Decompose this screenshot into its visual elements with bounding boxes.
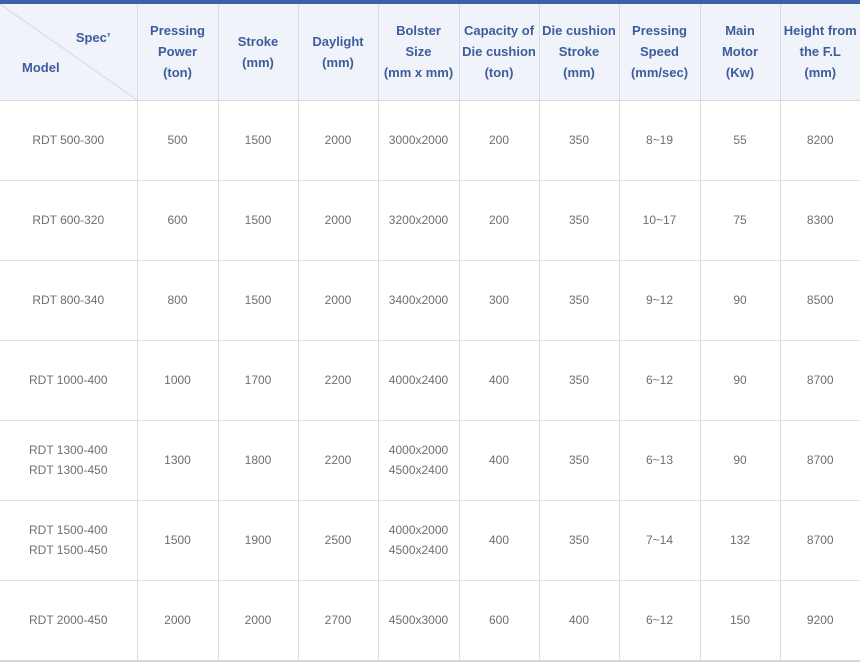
cell-main-motor: 75 [699, 180, 780, 261]
cell-bolster-size: 4000x2000 4500x2400 [377, 500, 459, 581]
table-header: Spec’ Model Pressing Power (ton) Stroke … [0, 4, 860, 101]
cell-model: RDT 1500-400 RDT 1500-450 [0, 500, 137, 581]
cell-stroke: 1900 [217, 500, 298, 581]
cell-height-from-fl: 8700 [779, 340, 860, 421]
cell-pressing-speed: 10~17 [618, 180, 700, 261]
cell-bolster-size: 3000x2000 [377, 100, 459, 181]
cell-daylight: 2200 [297, 340, 378, 421]
cell-pressing-power: 1000 [136, 340, 218, 421]
cell-pressing-power: 800 [136, 260, 218, 341]
cell-height-from-fl: 9200 [779, 580, 860, 660]
spec-table: Spec’ Model Pressing Power (ton) Stroke … [0, 4, 860, 660]
cell-model: RDT 1300-400 RDT 1300-450 [0, 420, 137, 501]
column-header-die-cushion-capacity: Capacity of Die cushion (ton) [458, 4, 539, 101]
cell-pressing-speed: 6~12 [618, 340, 700, 421]
cell-daylight: 2700 [297, 580, 378, 660]
cell-main-motor: 55 [699, 100, 780, 181]
cell-die-cushion-stroke: 350 [538, 340, 619, 421]
cell-die-cushion-stroke: 350 [538, 180, 619, 261]
cell-bolster-size: 4000x2000 4500x2400 [377, 420, 459, 501]
cell-height-from-fl: 8500 [779, 260, 860, 341]
cell-stroke: 1800 [217, 420, 298, 501]
column-header-height-from-fl: Height from the F.L (mm) [779, 4, 860, 101]
cell-model: RDT 600-320 [0, 180, 137, 261]
cell-daylight: 2200 [297, 420, 378, 501]
cell-main-motor: 90 [699, 420, 780, 501]
cell-die-cushion-stroke: 350 [538, 260, 619, 341]
column-header-stroke: Stroke (mm) [217, 4, 298, 101]
cell-main-motor: 150 [699, 580, 780, 660]
column-header-pressing-power: Pressing Power (ton) [136, 4, 218, 101]
cell-pressing-power: 1300 [136, 420, 218, 501]
cell-daylight: 2500 [297, 500, 378, 581]
cell-stroke: 1700 [217, 340, 298, 421]
cell-pressing-power: 2000 [136, 580, 218, 660]
column-header-bolster-size: Bolster Size (mm x mm) [377, 4, 459, 101]
cell-pressing-power: 1500 [136, 500, 218, 581]
cell-stroke: 1500 [217, 260, 298, 341]
cell-die-cushion-capacity: 200 [458, 180, 539, 261]
cell-die-cushion-capacity: 200 [458, 100, 539, 181]
corner-header-cell: Spec’ Model [0, 4, 137, 101]
cell-bolster-size: 3400x2000 [377, 260, 459, 341]
table-row: RDT 500-300 500 1500 2000 3000x2000 200 … [0, 100, 860, 181]
table-row: RDT 2000-450 2000 2000 2700 4500x3000 60… [0, 580, 860, 660]
cell-daylight: 2000 [297, 260, 378, 341]
cell-bolster-size: 4500x3000 [377, 580, 459, 660]
cell-stroke: 2000 [217, 580, 298, 660]
corner-spec-label: Spec’ [75, 30, 111, 45]
cell-height-from-fl: 8200 [779, 100, 860, 181]
cell-stroke: 1500 [217, 180, 298, 261]
column-header-daylight: Daylight (mm) [297, 4, 378, 101]
cell-die-cushion-stroke: 350 [538, 500, 619, 581]
cell-die-cushion-stroke: 400 [538, 580, 619, 660]
table-row: RDT 600-320 600 1500 2000 3200x2000 200 … [0, 180, 860, 261]
cell-model: RDT 500-300 [0, 100, 137, 181]
cell-daylight: 2000 [297, 100, 378, 181]
cell-pressing-speed: 6~13 [618, 420, 700, 501]
cell-pressing-speed: 7~14 [618, 500, 700, 581]
diagonal-divider-line [0, 4, 137, 100]
cell-main-motor: 90 [699, 340, 780, 421]
cell-height-from-fl: 8300 [779, 180, 860, 261]
cell-pressing-speed: 6~12 [618, 580, 700, 660]
corner-model-label: Model [22, 59, 60, 75]
cell-die-cushion-stroke: 350 [538, 420, 619, 501]
cell-pressing-speed: 9~12 [618, 260, 700, 341]
table-row: RDT 1500-400 RDT 1500-450 1500 1900 2500… [0, 500, 860, 581]
cell-height-from-fl: 8700 [779, 420, 860, 501]
cell-bolster-size: 3200x2000 [377, 180, 459, 261]
cell-die-cushion-capacity: 400 [458, 420, 539, 501]
cell-model: RDT 1000-400 [0, 340, 137, 421]
column-header-main-motor: Main Motor (Kw) [699, 4, 780, 101]
cell-die-cushion-capacity: 400 [458, 500, 539, 581]
cell-pressing-power: 500 [136, 100, 218, 181]
cell-height-from-fl: 8700 [779, 500, 860, 581]
cell-die-cushion-capacity: 600 [458, 580, 539, 660]
table-row: RDT 1300-400 RDT 1300-450 1300 1800 2200… [0, 420, 860, 501]
table-body: RDT 500-300 500 1500 2000 3000x2000 200 … [0, 100, 860, 660]
table-row: RDT 800-340 800 1500 2000 3400x2000 300 … [0, 260, 860, 341]
column-header-die-cushion-stroke: Die cushion Stroke (mm) [538, 4, 619, 101]
cell-main-motor: 90 [699, 260, 780, 341]
cell-bolster-size: 4000x2400 [377, 340, 459, 421]
cell-die-cushion-capacity: 300 [458, 260, 539, 341]
column-header-pressing-speed: Pressing Speed (mm/sec) [618, 4, 700, 101]
cell-die-cushion-stroke: 350 [538, 100, 619, 181]
cell-pressing-speed: 8~19 [618, 100, 700, 181]
cell-model: RDT 800-340 [0, 260, 137, 341]
cell-daylight: 2000 [297, 180, 378, 261]
cell-model: RDT 2000-450 [0, 580, 137, 660]
table-row: RDT 1000-400 1000 1700 2200 4000x2400 40… [0, 340, 860, 421]
cell-pressing-power: 600 [136, 180, 218, 261]
cell-die-cushion-capacity: 400 [458, 340, 539, 421]
cell-main-motor: 132 [699, 500, 780, 581]
header-row: Spec’ Model Pressing Power (ton) Stroke … [0, 4, 860, 101]
cell-stroke: 1500 [217, 100, 298, 181]
